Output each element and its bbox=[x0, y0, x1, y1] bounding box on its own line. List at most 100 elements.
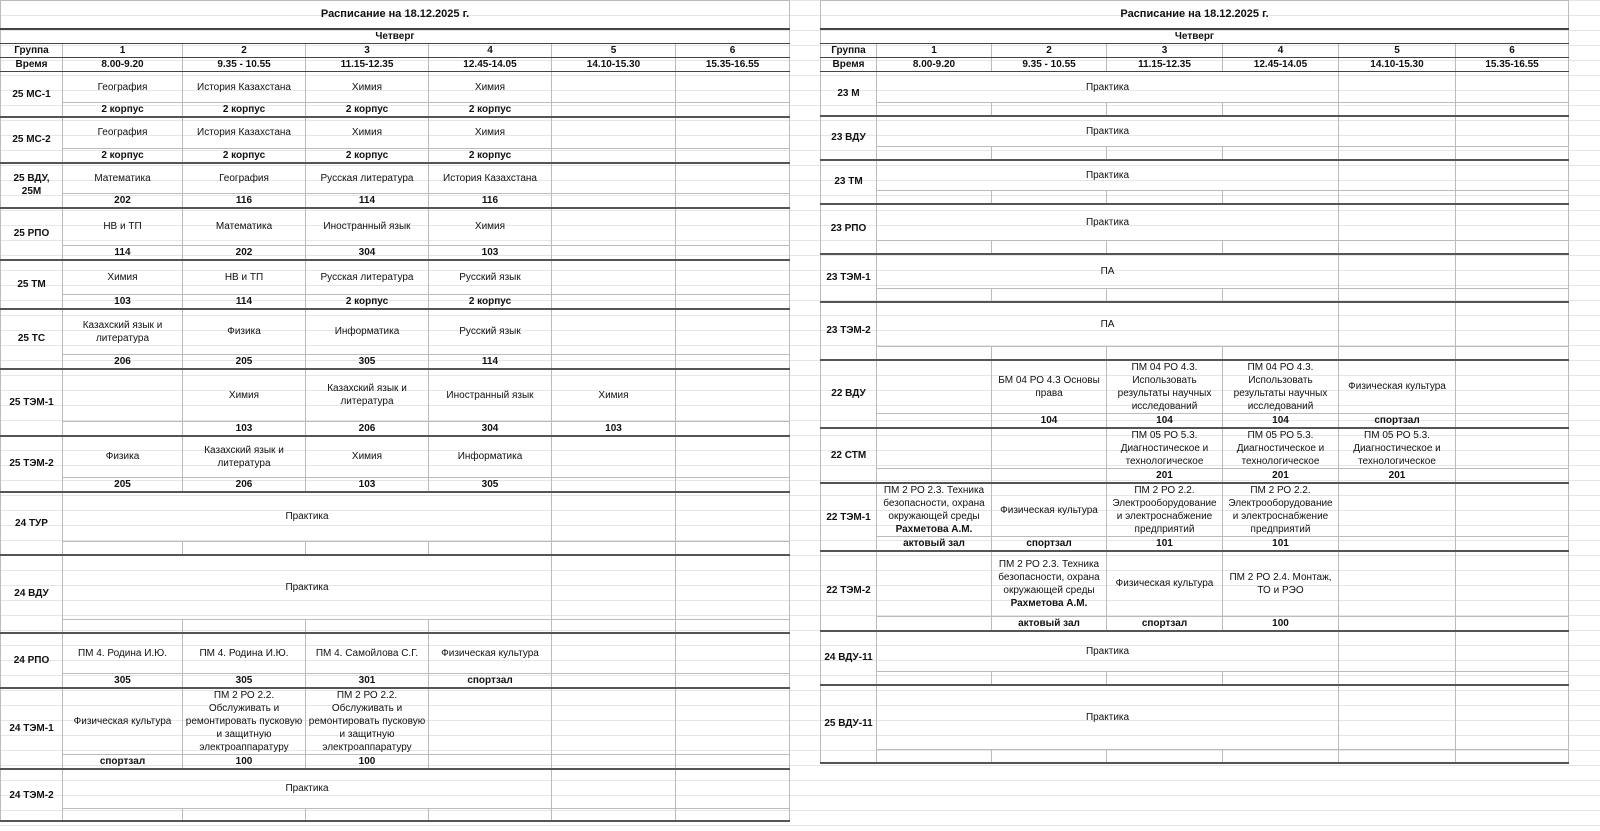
group-name[interactable]: 24 ВДУ bbox=[0, 554, 63, 634]
lesson-cell[interactable]: ПМ 4. Родина И.Ю. bbox=[62, 632, 183, 674]
room-cell[interactable] bbox=[1454, 346, 1570, 361]
lesson-cell[interactable] bbox=[674, 768, 791, 809]
lesson-cell[interactable] bbox=[1454, 159, 1570, 191]
lesson-cell[interactable] bbox=[551, 491, 676, 542]
room-cell[interactable] bbox=[1454, 240, 1570, 255]
room-cell[interactable] bbox=[551, 244, 676, 261]
room-cell[interactable] bbox=[428, 807, 552, 822]
room-cell[interactable]: 2 корпус bbox=[182, 102, 306, 118]
lesson-cell[interactable]: Физическая культура bbox=[1106, 550, 1223, 617]
lesson-cell[interactable] bbox=[674, 491, 791, 542]
group-name[interactable]: 24 ТУР bbox=[0, 491, 63, 556]
lesson-cell[interactable] bbox=[674, 71, 791, 103]
room-cell[interactable]: 201 bbox=[1222, 468, 1339, 484]
room-cell[interactable] bbox=[428, 619, 552, 634]
lesson-cell[interactable] bbox=[1454, 115, 1570, 147]
lesson-cell[interactable]: Физика bbox=[182, 308, 306, 355]
room-cell[interactable]: 103 bbox=[182, 421, 306, 437]
lesson-cell[interactable] bbox=[1338, 684, 1456, 750]
room-cell[interactable] bbox=[1222, 288, 1339, 303]
group-name[interactable]: 23 ТМ bbox=[820, 159, 877, 205]
room-cell[interactable]: 205 bbox=[62, 476, 183, 493]
room-cell[interactable]: 2 корпус bbox=[305, 147, 429, 164]
room-cell[interactable] bbox=[991, 240, 1107, 255]
lesson-cell[interactable] bbox=[876, 427, 992, 469]
room-cell[interactable] bbox=[991, 190, 1107, 205]
room-cell[interactable]: 100 bbox=[1222, 615, 1339, 632]
room-cell[interactable] bbox=[305, 541, 429, 556]
room-cell[interactable]: 206 bbox=[182, 476, 306, 493]
room-cell[interactable] bbox=[1106, 749, 1223, 764]
group-name[interactable]: 25 ВДУ-11 bbox=[820, 684, 877, 764]
room-cell[interactable] bbox=[1454, 749, 1570, 764]
room-cell[interactable]: 114 bbox=[428, 353, 552, 370]
room-cell[interactable] bbox=[1338, 102, 1456, 117]
lesson-cell[interactable] bbox=[62, 368, 183, 422]
room-cell[interactable] bbox=[991, 671, 1107, 686]
room-cell[interactable] bbox=[62, 421, 183, 437]
lesson-cell[interactable]: НВ и ТП bbox=[62, 207, 183, 246]
room-cell[interactable] bbox=[674, 541, 791, 556]
room-cell[interactable] bbox=[62, 619, 183, 634]
room-cell[interactable]: 116 bbox=[182, 193, 306, 209]
lesson-cell[interactable]: ПМ 2 РО 2.4. Монтаж, ТО и РЭО bbox=[1222, 550, 1339, 617]
lesson-cell[interactable]: Физическая культура bbox=[428, 632, 552, 674]
lesson-cell[interactable]: Иностранный язык bbox=[305, 207, 429, 246]
room-cell[interactable]: 2 корпус bbox=[182, 147, 306, 164]
lesson-cell[interactable] bbox=[551, 259, 676, 295]
lesson-cell[interactable]: Математика bbox=[182, 207, 306, 246]
room-cell[interactable] bbox=[1222, 346, 1339, 361]
lesson-cell[interactable] bbox=[1454, 203, 1570, 241]
group-name[interactable]: 23 ВДУ bbox=[820, 115, 877, 161]
room-cell[interactable] bbox=[428, 541, 552, 556]
room-cell[interactable] bbox=[1222, 749, 1339, 764]
room-cell[interactable] bbox=[1338, 288, 1456, 303]
lesson-cell[interactable]: ПМ 2 РО 2.2. Электрооборудование и элект… bbox=[1222, 482, 1339, 537]
room-cell[interactable] bbox=[876, 288, 992, 303]
room-cell[interactable]: 2 корпус bbox=[428, 147, 552, 164]
lesson-cell[interactable] bbox=[1454, 482, 1570, 537]
lesson-cell[interactable] bbox=[674, 554, 791, 620]
lesson-cell[interactable]: БМ 04 РО 4.3 Основы права bbox=[991, 359, 1107, 414]
lesson-cell[interactable] bbox=[1454, 71, 1570, 103]
room-cell[interactable]: спортзал bbox=[428, 673, 552, 689]
room-cell[interactable]: 114 bbox=[305, 193, 429, 209]
room-cell[interactable] bbox=[674, 673, 791, 689]
lesson-cell[interactable]: Физическая культура bbox=[1338, 359, 1456, 414]
room-cell[interactable] bbox=[1338, 346, 1456, 361]
lesson-cell[interactable]: География bbox=[182, 162, 306, 194]
lesson-cell[interactable] bbox=[876, 359, 992, 414]
lesson-cell[interactable]: Казахский язык и литература bbox=[182, 435, 306, 478]
room-cell[interactable]: 305 bbox=[305, 353, 429, 370]
lesson-cell[interactable] bbox=[551, 162, 676, 194]
room-cell[interactable] bbox=[1454, 615, 1570, 632]
lesson-cell[interactable] bbox=[1338, 159, 1456, 191]
lesson-cell[interactable]: Иностранный язык bbox=[428, 368, 552, 422]
lesson-cell[interactable]: Практика bbox=[62, 491, 552, 542]
group-name[interactable]: 25 РПО bbox=[0, 207, 63, 261]
room-cell[interactable] bbox=[876, 671, 992, 686]
room-cell[interactable]: 116 bbox=[428, 193, 552, 209]
group-name[interactable]: 24 ТЭМ-1 bbox=[0, 687, 63, 770]
lesson-cell[interactable]: Русский язык bbox=[428, 259, 552, 295]
room-cell[interactable] bbox=[876, 146, 992, 161]
room-cell[interactable]: 301 bbox=[305, 673, 429, 689]
room-cell[interactable] bbox=[1222, 671, 1339, 686]
room-cell[interactable] bbox=[1222, 190, 1339, 205]
lesson-cell[interactable]: ПМ 2 РО 2.2. Обслуживать и ремонтировать… bbox=[305, 687, 429, 755]
room-cell[interactable] bbox=[182, 807, 306, 822]
room-cell[interactable] bbox=[1454, 412, 1570, 429]
room-cell[interactable] bbox=[1338, 240, 1456, 255]
lesson-cell[interactable]: ПМ 2 РО 2.3. Техника безопасности, охран… bbox=[991, 550, 1107, 617]
room-cell[interactable]: 103 bbox=[305, 476, 429, 493]
group-name[interactable]: 23 ТЭМ-1 bbox=[820, 253, 877, 303]
room-cell[interactable] bbox=[1454, 102, 1570, 117]
room-cell[interactable]: 104 bbox=[991, 412, 1107, 429]
room-cell[interactable] bbox=[876, 615, 992, 632]
lesson-cell[interactable]: ПМ 04 РО 4.3. Использовать результаты на… bbox=[1106, 359, 1223, 414]
lesson-cell[interactable] bbox=[674, 259, 791, 295]
lesson-cell[interactable]: ПМ 2 РО 2.2. Электрооборудование и элект… bbox=[1106, 482, 1223, 537]
room-cell[interactable] bbox=[551, 193, 676, 209]
lesson-cell[interactable] bbox=[1338, 115, 1456, 147]
room-cell[interactable] bbox=[1338, 615, 1456, 632]
